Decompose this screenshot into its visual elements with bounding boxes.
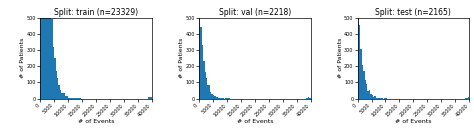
Bar <box>209 85 210 99</box>
Bar <box>204 72 206 99</box>
Bar <box>466 98 468 99</box>
Bar <box>369 90 370 99</box>
X-axis label: # of Events: # of Events <box>237 119 273 124</box>
Bar <box>199 6 201 99</box>
Bar <box>468 97 469 99</box>
Bar <box>60 90 61 99</box>
Bar <box>207 85 209 99</box>
Bar <box>50 0 52 99</box>
Bar <box>52 19 53 99</box>
X-axis label: # of Events: # of Events <box>395 119 432 124</box>
Bar <box>46 0 47 99</box>
Y-axis label: # of Patients: # of Patients <box>179 38 184 78</box>
Bar <box>202 45 203 99</box>
Bar <box>68 98 70 99</box>
Bar <box>221 98 223 99</box>
Bar <box>381 98 383 99</box>
Bar <box>220 98 221 99</box>
Bar <box>360 49 362 99</box>
Bar <box>367 91 369 99</box>
Title: Split: test (n=2165): Split: test (n=2165) <box>375 8 451 17</box>
Bar <box>55 72 57 99</box>
Bar <box>370 94 372 99</box>
Bar <box>362 65 363 99</box>
Bar <box>65 96 67 99</box>
Bar <box>216 97 217 99</box>
Bar <box>73 98 74 99</box>
Bar <box>47 0 49 99</box>
Bar <box>363 71 365 99</box>
Bar <box>53 47 54 99</box>
Bar <box>217 97 219 99</box>
Bar <box>365 80 366 99</box>
Bar <box>70 98 71 99</box>
Bar <box>309 98 310 99</box>
Bar <box>42 0 43 99</box>
Bar <box>45 0 46 99</box>
Bar <box>366 84 367 99</box>
Bar <box>203 61 204 99</box>
Bar <box>40 0 42 99</box>
Bar <box>214 96 216 99</box>
Bar <box>74 98 75 99</box>
Bar <box>71 98 73 99</box>
Bar <box>379 98 380 99</box>
Bar <box>49 0 50 99</box>
Bar <box>211 94 213 99</box>
Bar <box>43 0 45 99</box>
Title: Split: val (n=2218): Split: val (n=2218) <box>219 8 291 17</box>
Bar <box>151 97 152 99</box>
Bar <box>58 85 60 99</box>
Bar <box>219 98 220 99</box>
Bar <box>149 97 151 99</box>
Bar <box>61 93 63 99</box>
Bar <box>465 98 466 99</box>
Bar <box>64 93 65 99</box>
Bar <box>210 92 211 99</box>
Bar <box>376 98 377 99</box>
Bar <box>57 78 58 99</box>
X-axis label: # of Events: # of Events <box>78 119 114 124</box>
Bar <box>148 97 149 99</box>
Bar <box>63 93 64 99</box>
Bar <box>307 98 308 99</box>
Bar <box>385 98 387 99</box>
Bar <box>377 98 379 99</box>
Bar <box>308 97 309 99</box>
Bar <box>223 98 224 99</box>
Y-axis label: # of Patients: # of Patients <box>20 38 26 78</box>
Bar <box>54 58 55 99</box>
Bar <box>67 96 68 99</box>
Bar <box>374 96 376 99</box>
Bar <box>206 78 207 99</box>
Bar <box>201 27 202 99</box>
Bar <box>226 98 227 99</box>
Bar <box>373 97 374 99</box>
Bar <box>213 95 214 99</box>
Bar <box>372 95 373 99</box>
Bar <box>357 2 359 99</box>
Bar <box>359 25 360 99</box>
Y-axis label: # of Patients: # of Patients <box>337 38 343 78</box>
Title: Split: train (n=23329): Split: train (n=23329) <box>54 8 138 17</box>
